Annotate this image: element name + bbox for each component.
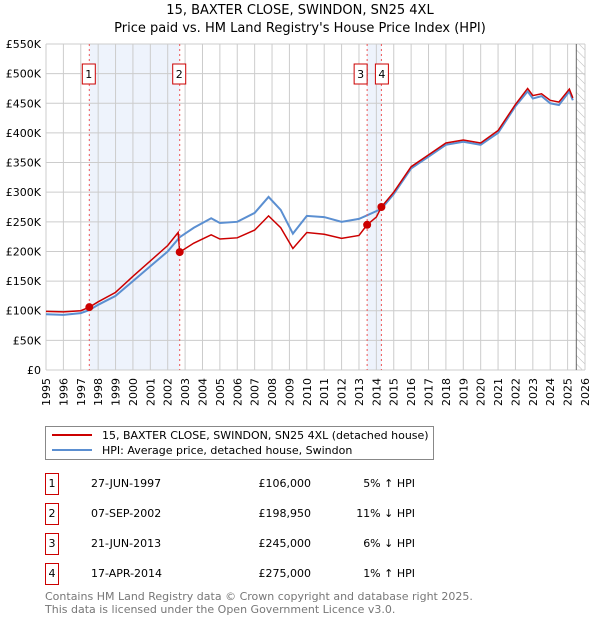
x-tick-label: 1996	[57, 378, 70, 406]
sale-point	[377, 203, 386, 211]
sale-marker-badge: 4	[45, 563, 59, 585]
y-tick-label: £100K	[6, 305, 42, 318]
transaction-row: 1 27-JUN-1997 £106,000 5% ↑ HPI	[45, 473, 445, 495]
sale-date: 27-JUN-1997	[91, 477, 162, 490]
sale-marker-badge: 3	[45, 533, 59, 555]
x-tick-label: 1998	[92, 378, 105, 406]
legend-property: 15, BAXTER CLOSE, SWINDON, SN25 4XL (det…	[102, 428, 429, 442]
sale-label-box	[374, 63, 389, 85]
y-tick-label: £50K	[13, 334, 42, 347]
x-tick-label: 2012	[336, 378, 349, 406]
sale-date: 17-APR-2014	[91, 567, 163, 580]
transaction-row: 2 07-SEP-2002 £198,950 11% ↓ HPI	[45, 503, 445, 525]
x-tick-label: 2015	[388, 378, 401, 406]
shaded-period	[367, 44, 382, 370]
hpi-diff: 5% ↑ HPI	[363, 477, 415, 490]
x-tick-label: 2020	[475, 378, 488, 406]
x-tick-label: 2006	[231, 378, 244, 406]
x-tick-label: 1999	[110, 378, 123, 406]
x-tick-label: 1995	[40, 378, 53, 406]
footer-line2: This data is licensed under the Open Gov…	[45, 603, 396, 616]
x-tick-label: 2023	[527, 378, 540, 406]
x-tick-label: 2014	[370, 378, 383, 406]
hpi-diff: 1% ↑ HPI	[363, 567, 415, 580]
chart-subtitle: Price paid vs. HM Land Registry's House …	[114, 21, 486, 36]
x-tick-label: 2003	[179, 378, 192, 406]
x-tick-label: 1997	[75, 378, 88, 406]
y-tick-label: £450K	[6, 97, 42, 110]
y-tick-label: £300K	[6, 186, 42, 199]
x-tick-label: 2025	[562, 378, 575, 406]
x-tick-label: 2016	[405, 378, 418, 406]
y-tick-label: £550K	[6, 38, 42, 51]
sale-marker-badge: 2	[45, 503, 59, 525]
sale-price: £198,950	[258, 507, 312, 520]
x-tick-label: 2009	[283, 378, 296, 406]
x-tick-label: 2000	[127, 378, 140, 406]
footer: Contains HM Land Registry data © Crown c…	[45, 590, 473, 616]
transaction-row: 3 21-JUN-2013 £245,000 6% ↓ HPI	[45, 533, 445, 555]
price-chart: 1995 1996 1997 1998 1999 2000 2001 2002 2003 2004…	[6, 38, 592, 406]
y-tick-label: £500K	[6, 68, 42, 81]
x-tick-label: 2013	[353, 378, 366, 406]
chart-title: 15, BAXTER CLOSE, SWINDON, SN25 4XL	[166, 3, 434, 18]
sale-label: 1	[85, 68, 92, 81]
x-tick-label: 2018	[440, 378, 453, 406]
legend-hpi: HPI: Average price, detached house, Swin…	[102, 443, 353, 457]
sale-label: 2	[176, 68, 183, 81]
x-tick-label: 2021	[492, 378, 505, 406]
x-tick-label: 2011	[318, 378, 331, 406]
forecast-hatch	[576, 44, 585, 370]
shaded-period	[89, 44, 180, 370]
x-tick-label: 2017	[423, 378, 436, 406]
legend-red-line	[52, 434, 92, 436]
sale-price: £245,000	[258, 537, 312, 550]
sale-price: £106,000	[258, 477, 312, 490]
x-tick-label: 2007	[249, 378, 262, 406]
sale-price: £275,000	[258, 567, 312, 580]
x-tick-label: 2004	[196, 378, 209, 406]
x-tick-label: 2005	[214, 378, 227, 406]
property-price-line	[45, 87, 574, 313]
x-tick-label: 2002	[162, 378, 175, 406]
y-tick-label: £350K	[6, 157, 42, 170]
x-tick-label: 2010	[301, 378, 314, 406]
legend-blue-line	[52, 449, 92, 451]
y-tick-label: £150K	[6, 275, 42, 288]
sale-label-box	[353, 63, 368, 85]
sale-date: 21-JUN-2013	[91, 537, 162, 550]
sale-label: 4	[378, 68, 385, 81]
x-tick-label: 2001	[144, 378, 157, 406]
footer-line1: Contains HM Land Registry data © Crown c…	[45, 590, 473, 603]
hpi-line	[45, 89, 574, 316]
sale-label-box	[81, 63, 96, 85]
sale-point	[175, 248, 184, 257]
x-tick-label: 2026	[579, 378, 592, 406]
hpi-diff: 6% ↓ HPI	[363, 537, 415, 550]
legend: 15, BAXTER CLOSE, SWINDON, SN25 4XL (det…	[45, 426, 434, 460]
x-tick-label: 2008	[266, 378, 279, 406]
x-tick-label: 2019	[457, 378, 470, 406]
y-tick-label: £200K	[6, 245, 42, 258]
sale-point	[363, 220, 372, 229]
y-tick-label: £0	[27, 364, 41, 377]
sale-label: 3	[357, 68, 364, 81]
hpi-diff: 11% ↓ HPI	[356, 507, 415, 520]
sale-label-box	[172, 63, 187, 85]
x-tick-label: 2022	[509, 378, 522, 406]
y-tick-label: £400K	[6, 127, 42, 140]
sale-point	[85, 303, 94, 312]
sale-marker-badge: 1	[45, 473, 59, 495]
sale-date: 07-SEP-2002	[91, 507, 162, 520]
transaction-row: 4 17-APR-2014 £275,000 1% ↑ HPI	[45, 563, 445, 585]
y-tick-label: £250K	[6, 216, 42, 229]
x-tick-label: 2024	[544, 378, 557, 406]
